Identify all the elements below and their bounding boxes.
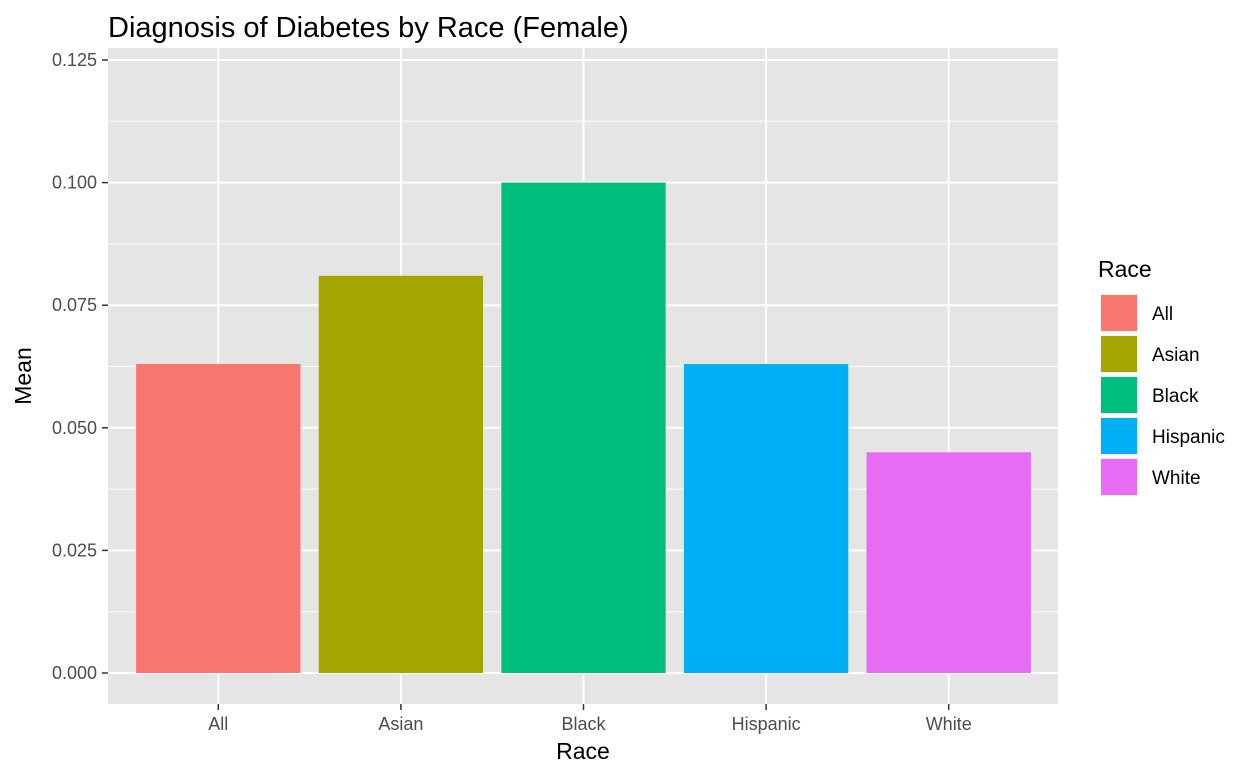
- legend-label: Black: [1152, 386, 1199, 407]
- legend-swatch-black: [1101, 377, 1137, 413]
- y-axis-title: Mean: [10, 347, 36, 405]
- bar-white: [866, 452, 1031, 673]
- bar-hispanic: [683, 364, 849, 673]
- legend-title: Race: [1098, 256, 1152, 282]
- legend-swatch-hispanic: [1101, 418, 1137, 454]
- legend-label: Asian: [1152, 345, 1200, 366]
- y-tick-label: 0.125: [52, 50, 97, 70]
- y-tick-label: 0.100: [52, 173, 97, 193]
- legend-label: All: [1152, 304, 1173, 325]
- y-tick-label: 0.000: [52, 663, 97, 683]
- legend: Race All Asian Black Hispanic White: [1098, 256, 1225, 496]
- x-tick-label: White: [926, 714, 972, 734]
- y-tick-label: 0.025: [52, 540, 97, 560]
- x-tick-label: Hispanic: [732, 714, 801, 734]
- legend-label: White: [1152, 468, 1201, 489]
- y-tick-label: 0.075: [52, 295, 97, 315]
- y-tick-label: 0.050: [52, 418, 97, 438]
- legend-swatch-white: [1101, 459, 1137, 495]
- x-tick-label: Black: [561, 714, 606, 734]
- x-axis: All Asian Black Hispanic White: [208, 704, 972, 734]
- bar-black: [501, 182, 666, 673]
- y-axis: 0.000 0.025 0.050 0.075 0.100 0.125: [52, 50, 108, 683]
- bar-asian: [318, 275, 484, 673]
- bar-all: [136, 364, 301, 673]
- legend-swatch-asian: [1101, 336, 1137, 372]
- x-axis-title: Race: [556, 738, 610, 764]
- bars-group: [136, 182, 1031, 673]
- legend-swatch-all: [1101, 295, 1137, 331]
- x-tick-label: Asian: [378, 714, 423, 734]
- x-tick-label: All: [208, 714, 228, 734]
- chart-title: Diagnosis of Diabetes by Race (Female): [108, 12, 629, 44]
- legend-label: Hispanic: [1152, 427, 1225, 448]
